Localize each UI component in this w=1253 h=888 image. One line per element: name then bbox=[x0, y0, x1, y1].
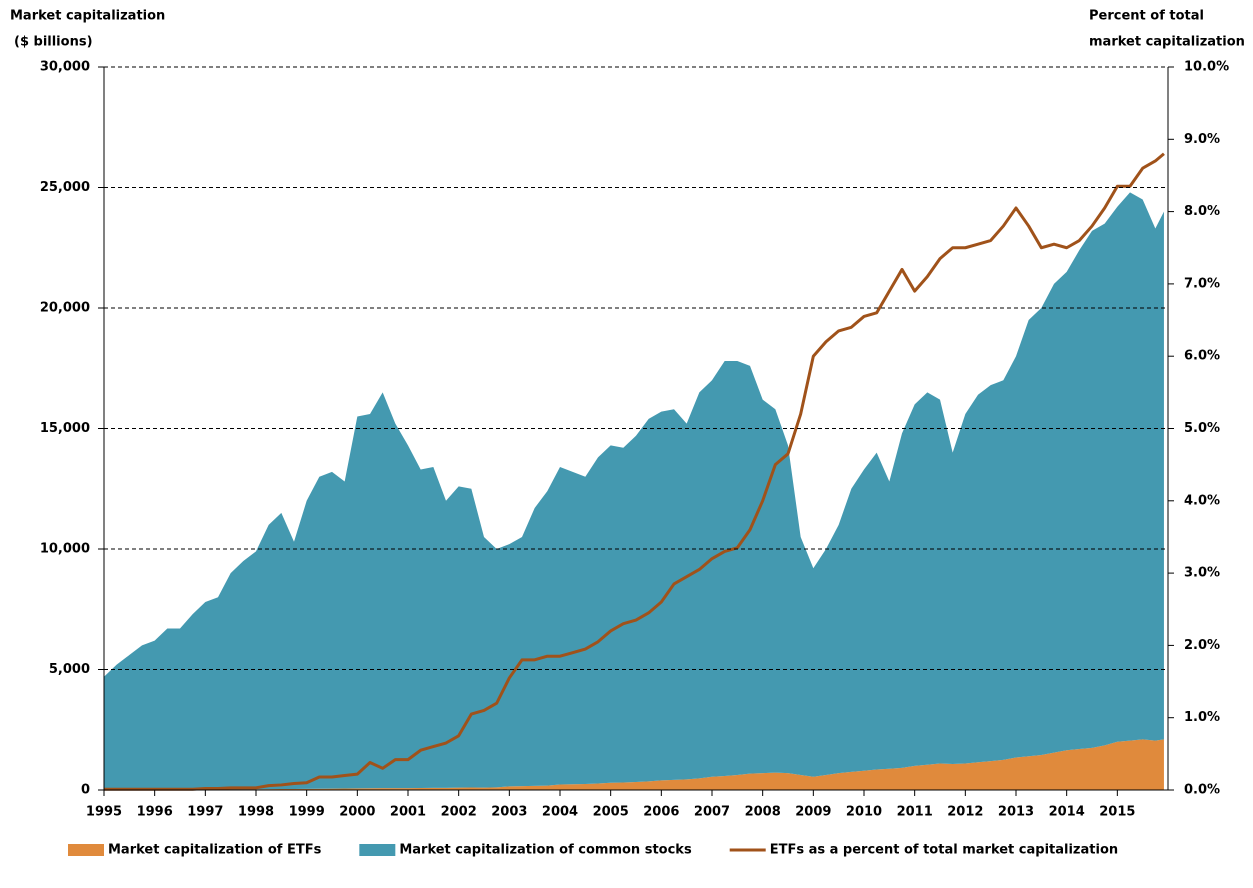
y2-tick-label: 7.0% bbox=[1184, 276, 1220, 291]
x-tick-label: 2014 bbox=[1049, 805, 1085, 820]
y2-tick-label: 10.0% bbox=[1184, 60, 1229, 75]
x-tick-label: 2005 bbox=[593, 805, 629, 820]
y-tick-label: 10,000 bbox=[40, 542, 90, 557]
x-tick-label: 1998 bbox=[238, 805, 274, 820]
x-tick-label: 2010 bbox=[846, 805, 882, 820]
x-tick-label: 1996 bbox=[137, 805, 173, 820]
legend-swatch bbox=[359, 844, 396, 856]
x-tick-label: 2000 bbox=[339, 805, 375, 820]
x-tick-label: 2002 bbox=[441, 805, 477, 820]
y-tick-label: 15,000 bbox=[40, 421, 90, 436]
legend-label: Market capitalization of ETFs bbox=[108, 843, 322, 858]
area bbox=[104, 192, 1164, 790]
x-tick-label: 2013 bbox=[998, 805, 1034, 820]
y2-tick-label: 1.0% bbox=[1184, 710, 1220, 725]
x-tick-label: 2004 bbox=[542, 805, 578, 820]
x-tick-label: 1999 bbox=[289, 805, 325, 820]
x-tick-label: 1997 bbox=[187, 805, 223, 820]
x-tick-label: 2012 bbox=[947, 805, 983, 820]
y2-tick-label: 6.0% bbox=[1184, 349, 1220, 364]
y-tick-label: 0 bbox=[81, 783, 90, 798]
line bbox=[104, 152, 1165, 791]
y2-tick-label: 5.0% bbox=[1184, 421, 1220, 436]
y-axis-title: ($ billions) bbox=[14, 35, 93, 50]
y2-axis-title: Percent of total bbox=[1089, 9, 1204, 24]
y2-tick-label: 2.0% bbox=[1184, 638, 1220, 653]
y2-tick-label: 9.0% bbox=[1184, 132, 1220, 147]
y2-axis-title: market capitalization bbox=[1089, 35, 1245, 50]
area bbox=[104, 739, 1164, 790]
y-tick-label: 20,000 bbox=[40, 301, 90, 316]
x-tick-label: 2007 bbox=[694, 805, 730, 820]
y-tick-label: 30,000 bbox=[40, 60, 90, 75]
y2-tick-label: 3.0% bbox=[1184, 566, 1220, 581]
x-tick-label: 2008 bbox=[745, 805, 781, 820]
legend-swatch bbox=[68, 844, 104, 856]
legend-label: Market capitalization of common stocks bbox=[399, 843, 692, 858]
legend-label: ETFs as a percent of total market capita… bbox=[770, 843, 1118, 858]
y2-tick-label: 8.0% bbox=[1184, 204, 1220, 219]
y-tick-label: 5,000 bbox=[49, 662, 90, 677]
x-tick-label: 2009 bbox=[795, 805, 831, 820]
y2-tick-label: 4.0% bbox=[1184, 493, 1220, 508]
x-tick-label: 2003 bbox=[491, 805, 527, 820]
x-tick-label: 2001 bbox=[390, 805, 426, 820]
y-axis-title: Market capitalization bbox=[10, 9, 165, 24]
x-tick-label: 2006 bbox=[643, 805, 679, 820]
y-tick-label: 25,000 bbox=[40, 180, 90, 195]
x-tick-label: 1995 bbox=[86, 805, 122, 820]
x-tick-label: 2011 bbox=[897, 805, 933, 820]
y2-tick-label: 0.0% bbox=[1184, 783, 1220, 798]
x-tick-label: 2015 bbox=[1099, 805, 1135, 820]
